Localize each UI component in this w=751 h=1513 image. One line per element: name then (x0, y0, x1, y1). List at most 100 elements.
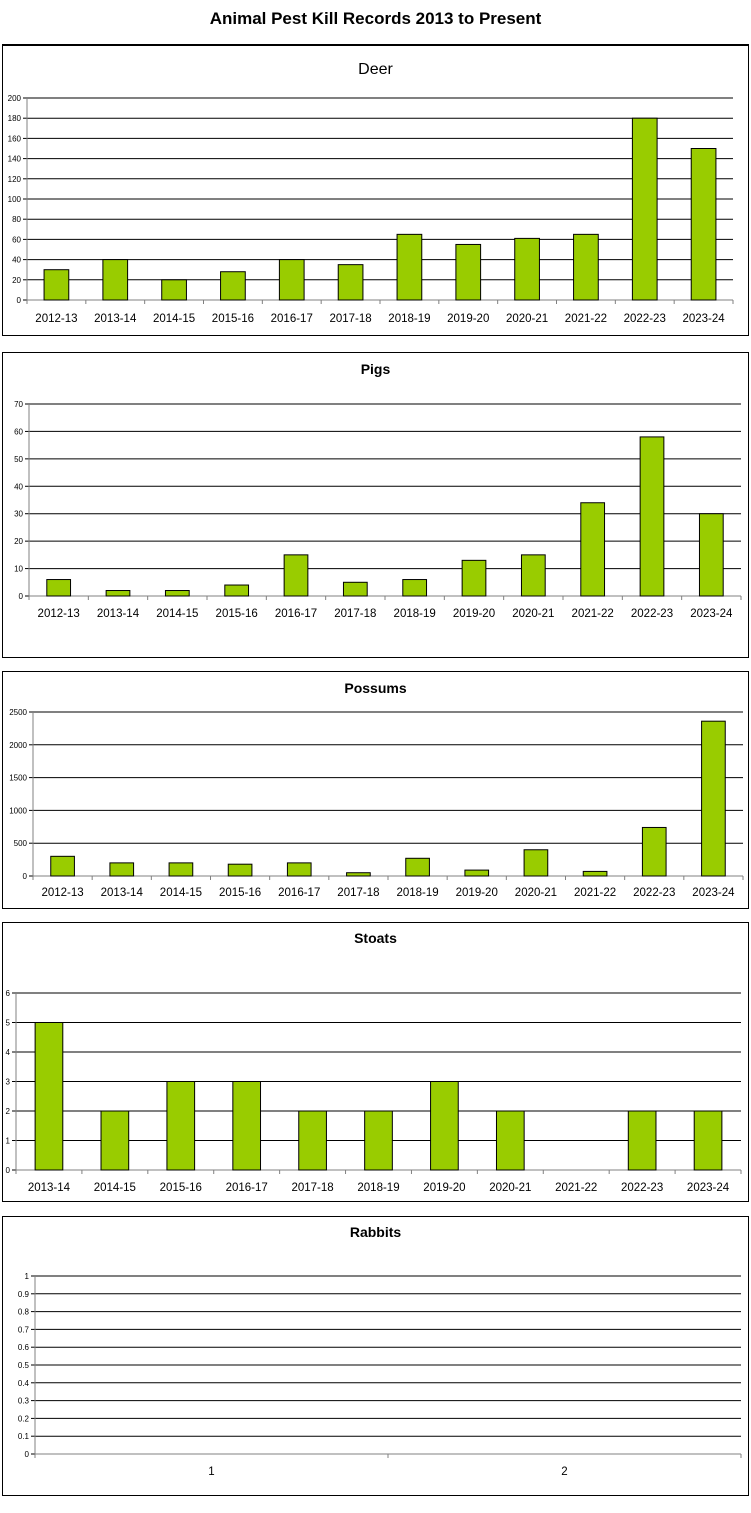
x-tick-label: 2017-18 (291, 1182, 333, 1194)
bar-2022-23 (631, 117, 658, 301)
x-tick-label: 2013-14 (101, 887, 144, 899)
y-tick-label: 60 (14, 427, 23, 436)
bar-2020-21 (523, 849, 549, 877)
bar-2013-14 (105, 590, 131, 597)
chart-title-pigs: Pigs (360, 361, 391, 377)
x-tick-label: 2021-22 (574, 887, 616, 899)
bar-2014-15 (164, 590, 190, 597)
x-tick-label: 2016-17 (275, 608, 317, 620)
y-tick-label: 0 (25, 1450, 30, 1459)
bar-2018-19 (402, 579, 428, 597)
chart-panel-possums: Possums 0 500 1000 1500 2000 2500 2012-13 2013-… (2, 671, 749, 909)
bar-2021-22 (573, 233, 599, 301)
x-tick-label: 2021-22 (555, 1182, 597, 1194)
bar-2019-20 (461, 559, 487, 597)
pigs-bar-chart: 0 10 20 30 40 50 60 70 2012-13 2013-14 2014-15 2015… (14, 400, 742, 620)
x-tick-label: 2017-18 (329, 313, 371, 325)
y-tick-label: 5 (6, 1019, 11, 1028)
y-tick-label: 6 (6, 989, 11, 998)
x-tick-label: 2022-23 (631, 608, 673, 620)
y-tick-label: 1000 (9, 806, 27, 815)
x-tick-label: 2019-20 (456, 887, 498, 899)
bar-2012-13 (46, 579, 72, 597)
x-tick-label: 2012-13 (38, 608, 80, 620)
y-tick-label: 0.6 (18, 1343, 30, 1352)
bar-2015-16 (220, 271, 246, 301)
bar-2017-18 (298, 1110, 327, 1171)
deer-bar-chart: 0 20 40 60 80 100 120 140 160 180 200 2012-13 2013-1… (8, 94, 734, 325)
possums-bar-chart: 0 500 1000 1500 2000 2500 2012-13 2013-14 2014-1… (9, 708, 744, 899)
chart-panel-deer: Deer 0 20 40 60 80 100 120 140 160 180 200 2012-13 2… (2, 44, 749, 336)
x-tick-label: 2021-22 (565, 313, 607, 325)
y-tick-label: 100 (8, 195, 22, 204)
chart-title-rabbits: Rabbits (349, 1224, 402, 1240)
bar-2019-20 (455, 243, 482, 301)
bar-2017-18 (346, 872, 371, 877)
x-tick-label: 2022-23 (621, 1182, 663, 1194)
bar-2015-16 (227, 863, 253, 877)
bar-2015-16 (166, 1081, 196, 1171)
x-tick-label: 2017-18 (334, 608, 376, 620)
y-tick-label: 160 (8, 134, 22, 143)
y-tick-label: 0.8 (18, 1308, 30, 1317)
x-tick-label: 2017-18 (337, 887, 379, 899)
y-tick-label: 2000 (9, 741, 27, 750)
bar-2023-24 (698, 513, 724, 597)
bar-2022-23 (641, 826, 667, 877)
bar-2012-13 (50, 855, 75, 877)
page-title: Animal Pest Kill Records 2013 to Present (209, 9, 542, 28)
bar-2018-19 (396, 233, 423, 301)
bar-2019-20 (430, 1081, 459, 1171)
bar-2023-24 (693, 1110, 723, 1171)
bar-2022-23 (627, 1110, 657, 1171)
bar-2014-15 (100, 1110, 130, 1171)
bar-2018-19 (364, 1110, 393, 1171)
y-tick-label: 0.2 (18, 1414, 30, 1423)
x-tick-label: 2019-20 (453, 608, 495, 620)
x-tick-label: 2012-13 (41, 887, 83, 899)
x-tick-label: 2016-17 (278, 887, 320, 899)
bar-2023-24 (690, 148, 717, 301)
x-tick-label: 2022-23 (624, 313, 666, 325)
y-tick-label: 40 (14, 482, 23, 491)
y-tick-label: 40 (12, 256, 21, 265)
bar-2016-17 (278, 259, 305, 301)
y-tick-label: 20 (12, 276, 21, 285)
x-tick-label: 2014-15 (156, 608, 198, 620)
chart-title-stoats: Stoats (354, 930, 397, 946)
bar-2022-23 (639, 436, 665, 597)
chart-title-possums: Possums (344, 680, 407, 696)
y-tick-label: 20 (14, 537, 23, 546)
y-tick-label: 2500 (9, 708, 27, 717)
x-tick-label: 2023-24 (690, 608, 733, 620)
x-tick-label: 2020-21 (512, 608, 554, 620)
y-tick-label: 0 (23, 872, 28, 881)
chart-panel-rabbits: Rabbits 0 0.1 0.2 0.3 0.4 0.5 0.6 0.7 0.8 0.9 1 1 2 (2, 1216, 749, 1496)
y-tick-label: 30 (14, 510, 23, 519)
y-tick-label: 80 (12, 215, 21, 224)
x-tick-label: 2023-24 (682, 313, 725, 325)
bar-2020-21 (495, 1110, 525, 1171)
x-tick-label: 2016-17 (226, 1182, 268, 1194)
y-tick-label: 0 (6, 1166, 11, 1175)
y-tick-label: 0.9 (18, 1290, 30, 1299)
y-tick-label: 140 (8, 155, 22, 164)
x-tick-label: 2019-20 (423, 1182, 465, 1194)
x-tick-label: 2015-16 (212, 313, 254, 325)
bar-2023-24 (701, 720, 726, 877)
y-tick-label: 1 (25, 1272, 30, 1281)
y-tick-label: 4 (6, 1048, 11, 1057)
y-tick-label: 60 (12, 235, 21, 244)
y-tick-label: 1 (6, 1137, 11, 1146)
x-tick-label: 2014-15 (94, 1182, 136, 1194)
bar-2012-13 (43, 269, 70, 301)
bar-2015-16 (224, 584, 250, 597)
bar-2020-21 (514, 237, 540, 301)
x-tick-label: 2018-19 (357, 1182, 399, 1194)
y-tick-label: 50 (14, 455, 23, 464)
bar-2018-19 (405, 857, 430, 877)
bar-2017-18 (337, 264, 364, 301)
y-tick-label: 120 (8, 175, 22, 184)
y-tick-label: 0.3 (18, 1397, 30, 1406)
bar-2013-14 (34, 1022, 64, 1171)
